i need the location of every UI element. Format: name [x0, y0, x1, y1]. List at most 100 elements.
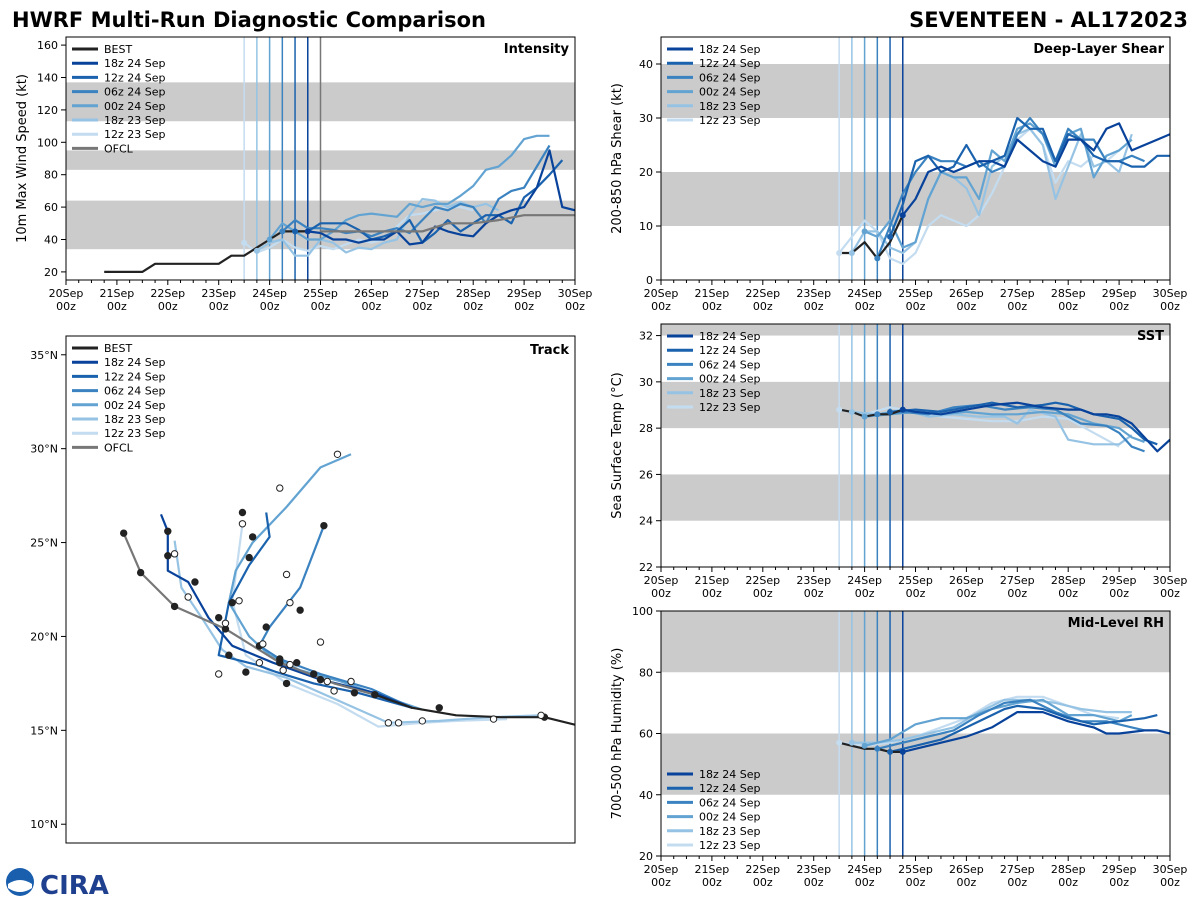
- track-series-18z-23-sep: [173, 540, 542, 724]
- track-series-00z-24-sep: [227, 453, 423, 711]
- track-legend-label-12z-23-sep: 12z 23 Sep: [104, 427, 166, 440]
- track-point-12z-23-sep: [489, 715, 498, 723]
- intensity-series-00z-24-sep: [268, 134, 550, 241]
- shear-x-tick-sublabel: 00z: [957, 300, 977, 313]
- shear-x-tick-label: 25Sep: [898, 287, 933, 300]
- track-y-tick-label: 20°N: [30, 630, 58, 643]
- track-point-18z-24-sep: [293, 659, 301, 667]
- sst-x-tick-sublabel: 00z: [1160, 587, 1180, 600]
- track-y-tick-label: 25°N: [30, 537, 58, 550]
- rh-y-axis-label: 700-500 hPa Humidity (%): [610, 648, 625, 820]
- intensity-x-tick-sublabel: 00z: [565, 300, 585, 313]
- track-point-12z-23-sep: [347, 677, 355, 686]
- rh-init-point-18z-24-sep: [899, 748, 906, 755]
- shear-x-tick-sublabel: 00z: [1007, 300, 1027, 313]
- sst-x-tick-sublabel: 00z: [855, 587, 875, 600]
- track-point-12z-23-sep: [238, 520, 247, 528]
- shear-x-tick-sublabel: 00z: [906, 300, 926, 313]
- track-point-18z-23-sep: [184, 593, 192, 601]
- rh-x-tick-label: 27Sep: [1000, 863, 1035, 876]
- intensity-legend-label-18z-24-sep: 18z 24 Sep: [104, 57, 166, 70]
- sst-x-tick-label: 24Sep: [847, 574, 882, 587]
- rh-panel: 20Sep00z21Sep00z22Sep00z23Sep00z24Sep00z…: [610, 605, 1187, 889]
- shear-x-tick-sublabel: 00z: [702, 300, 722, 313]
- intensity-x-tick-label: 29Sep: [507, 287, 542, 300]
- track-point-06z-24-sep: [262, 623, 270, 631]
- shear-x-tick-label: 27Sep: [1000, 287, 1035, 300]
- intensity-init-point-12z-23-sep: [241, 239, 248, 246]
- intensity-x-tick-label: 22Sep: [150, 287, 185, 300]
- figure-title: HWRF Multi-Run Diagnostic Comparison: [12, 8, 486, 32]
- shear-init-point-06z-24-sep: [874, 255, 881, 262]
- track-point-18z-24-sep: [316, 675, 325, 684]
- track-legend-label-ofcl: OFCL: [104, 441, 134, 454]
- track-point-18z-23-sep: [418, 717, 426, 725]
- intensity-panel: 20Sep00z21Sep00z22Sep00z23Sep00z24Sep00z…: [15, 36, 593, 313]
- sst-init-point-00z-24-sep: [861, 413, 868, 420]
- shear-legend-label-12z-23-sep: 12z 23 Sep: [699, 114, 761, 127]
- intensity-x-tick-sublabel: 00z: [311, 300, 331, 313]
- track-point-12z-24-sep: [242, 668, 250, 676]
- sst-legend-label-06z-24-sep: 06z 24 Sep: [699, 358, 761, 371]
- track-point-18z-24-sep: [350, 689, 359, 697]
- intensity-x-tick-label: 20Sep: [49, 287, 84, 300]
- intensity-series-best: [104, 230, 308, 273]
- sst-x-tick-label: 29Sep: [1102, 574, 1137, 587]
- intensity-y-tick-label: 20: [44, 266, 58, 279]
- intensity-x-tick-sublabel: 00z: [362, 300, 382, 313]
- track-point-ofcl: [371, 690, 379, 699]
- shear-x-tick-sublabel: 00z: [855, 300, 875, 313]
- intensity-legend-label-12z-24-sep: 12z 24 Sep: [104, 71, 166, 84]
- track-point-12z-24-sep: [228, 598, 236, 607]
- rh-init-point-06z-24-sep: [874, 745, 881, 752]
- sst-y-tick-label: 28: [639, 422, 653, 435]
- track-point-12z-23-sep: [394, 719, 403, 727]
- track-point-best: [435, 704, 443, 712]
- intensity-x-tick-sublabel: 00z: [412, 300, 432, 313]
- track-y-tick-label: 15°N: [30, 724, 58, 737]
- sst-x-tick-sublabel: 00z: [1007, 587, 1027, 600]
- sst-legend-label-18z-24-sep: 18z 24 Sep: [699, 330, 761, 343]
- track-point-12z-23-sep: [235, 597, 243, 605]
- intensity-legend-label-12z-23-sep: 12z 23 Sep: [104, 128, 166, 141]
- rh-y-tick-label: 80: [639, 666, 653, 679]
- intensity-legend-label-ofcl: OFCL: [104, 142, 134, 155]
- shear-init-point-18z-24-sep: [899, 212, 906, 219]
- track-point-06z-24-sep: [320, 521, 328, 530]
- intensity-y-axis-label: 10m Max Wind Speed (kt): [15, 74, 30, 243]
- shear-x-tick-label: 30Sep: [1153, 287, 1188, 300]
- track-point-ofcl: [119, 529, 128, 537]
- sst-y-tick-label: 30: [639, 376, 653, 389]
- shear-y-tick-label: 20: [639, 166, 653, 179]
- rh-legend-label-00z-24-sep: 00z 24 Sep: [699, 811, 761, 824]
- shear-x-tick-label: 21Sep: [695, 287, 730, 300]
- rh-x-tick-sublabel: 00z: [1058, 876, 1078, 889]
- intensity-init-point-06z-24-sep: [279, 228, 286, 235]
- track-panel-title: Track: [530, 343, 569, 358]
- sst-x-tick-sublabel: 00z: [1058, 587, 1078, 600]
- shear-x-tick-sublabel: 00z: [651, 300, 671, 313]
- track-y-tick-label: 30°N: [30, 443, 58, 456]
- track-point-18z-23-sep: [286, 660, 294, 669]
- track-series-best: [374, 693, 575, 726]
- track-point-18z-24-sep: [164, 552, 172, 560]
- intensity-init-point-00z-24-sep: [266, 236, 273, 243]
- track-point-12z-24-sep: [238, 508, 247, 517]
- intensity-x-tick-label: 30Sep: [558, 287, 593, 300]
- shear-legend-label-12z-24-sep: 12z 24 Sep: [699, 57, 761, 70]
- intensity-x-tick-sublabel: 00z: [260, 300, 280, 313]
- intensity-x-tick-sublabel: 00z: [209, 300, 229, 313]
- rh-legend-label-18z-23-sep: 18z 23 Sep: [699, 825, 761, 838]
- intensity-x-tick-sublabel: 00z: [56, 300, 76, 313]
- intensity-x-tick-sublabel: 00z: [158, 300, 178, 313]
- rh-legend-label-12z-24-sep: 12z 24 Sep: [699, 782, 761, 795]
- track-point-18z-24-sep: [215, 613, 223, 622]
- track-point-12z-23-sep: [215, 670, 223, 678]
- sst-x-tick-sublabel: 00z: [957, 587, 977, 600]
- rh-x-tick-sublabel: 00z: [906, 876, 926, 889]
- intensity-x-tick-label: 21Sep: [100, 287, 135, 300]
- sst-series-12z-24-sep: [889, 401, 1158, 446]
- rh-legend-label-06z-24-sep: 06z 24 Sep: [699, 796, 761, 809]
